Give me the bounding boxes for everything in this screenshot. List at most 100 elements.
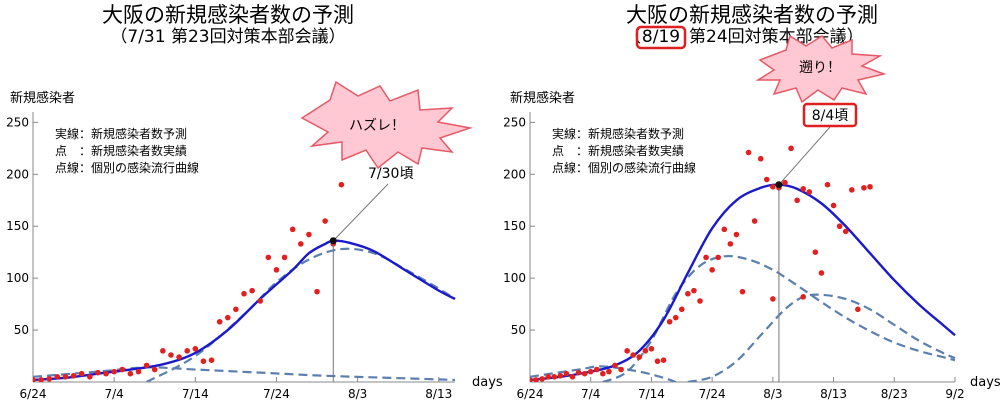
prediction-curve (530, 183, 956, 382)
y-tick-label: 150 (503, 219, 526, 233)
data-point (62, 374, 69, 380)
y-tick-label: 200 (6, 167, 29, 181)
data-point (691, 287, 697, 294)
data-point (306, 231, 312, 238)
data-point (660, 357, 667, 363)
x-tick-label: 8/23 (881, 387, 908, 401)
data-point (46, 376, 53, 382)
data-point (636, 354, 643, 360)
data-point (642, 348, 649, 354)
callout-left: ハズレ！ (300, 80, 473, 170)
data-point (273, 267, 280, 273)
data-point (739, 288, 746, 295)
legend-dashed: 点線：個別の感染流行曲線 (552, 160, 696, 175)
data-point (78, 370, 85, 377)
x-tick-label: 7/14 (638, 387, 665, 401)
chart-left-legend: 実線：新規感染者数予測 点 ：新規感染者数実績 点線：個別の感染流行曲線 (55, 126, 199, 175)
data-point (867, 183, 873, 190)
x-tick-label: 7/24 (263, 387, 290, 401)
y-tick-label: 200 (503, 167, 526, 181)
data-point (709, 267, 715, 273)
dashed-curve-2 (602, 254, 956, 382)
data-point (812, 249, 819, 255)
callout-right-text: 遡り！ (799, 60, 841, 76)
data-point (176, 354, 182, 360)
data-point (666, 318, 673, 325)
data-point (314, 288, 320, 295)
data-point (697, 298, 703, 304)
data-point (168, 352, 174, 358)
data-point (575, 369, 582, 376)
x-tick-label: 8/3 (763, 387, 782, 401)
data-point (530, 377, 533, 382)
data-point (587, 368, 594, 375)
data-point (184, 348, 190, 354)
data-point (200, 358, 207, 365)
legend-solid: 実線：新規感染者数予測 (55, 126, 187, 141)
chart-right-ylabel: 新規感染者 (510, 90, 575, 106)
chart-right-legend: 実線：新規感染者数予測 点 ：新規感染者数実績 点線：個別の感染流行曲線 (552, 126, 696, 175)
data-point (143, 362, 150, 369)
data-point (648, 345, 655, 352)
data-point (545, 374, 552, 380)
data-point (848, 187, 855, 193)
x-tick-label: 7/4 (581, 387, 600, 401)
data-point (533, 377, 539, 382)
data-point (794, 197, 800, 204)
chart-left-subtitle: （7/31 第23回対策本部会議） (110, 27, 345, 47)
chart-left-title: 大阪の新規感染者数の予測 (102, 3, 354, 27)
data-point (233, 306, 239, 313)
data-point (788, 145, 794, 152)
data-point (763, 176, 770, 183)
peak-leader-line (778, 126, 831, 186)
data-point (678, 306, 685, 313)
chart-right-subtitle-date: 8/19 (642, 27, 680, 47)
data-point (33, 377, 36, 382)
data-point (160, 348, 166, 354)
data-point (593, 366, 600, 373)
data-point (685, 290, 691, 297)
data-point (612, 362, 618, 369)
legend-solid: 実線：新規感染者数予測 (552, 126, 684, 141)
data-point (569, 374, 576, 380)
data-point (782, 179, 788, 186)
data-point (38, 377, 44, 382)
data-point (842, 228, 849, 235)
dashed-curve-3 (687, 293, 956, 382)
chart-right-xlabel: days (970, 375, 1000, 390)
chart-left: 大阪の新規感染者数の予測 （7/31 第23回対策本部会議） 新規感染者 day… (6, 3, 503, 401)
data-point (800, 294, 807, 300)
callout-right: 遡り！ (755, 34, 887, 104)
data-point (654, 358, 661, 365)
data-point (289, 226, 296, 233)
data-point (298, 241, 304, 247)
y-tick-label: 250 (6, 115, 29, 129)
data-point (606, 368, 612, 375)
subtitle-date-box (635, 25, 687, 50)
data-point (855, 306, 861, 313)
x-tick-label: 8/13 (820, 387, 847, 401)
data-point (249, 287, 255, 294)
data-point (265, 254, 272, 261)
data-point (770, 296, 776, 302)
data-point (322, 218, 328, 224)
data-point (630, 352, 637, 358)
chart-left-ylabel: 新規感染者 (10, 90, 75, 106)
data-point (824, 181, 831, 188)
data-point (721, 226, 728, 233)
x-tick-label: 7/24 (699, 387, 726, 401)
data-point (733, 231, 740, 238)
x-tick-label: 9/2 (945, 387, 964, 401)
data-point (557, 372, 564, 379)
starburst-shape (755, 34, 887, 104)
data-point (135, 368, 142, 375)
data-point (757, 155, 764, 162)
chart-right-title: 大阪の新規感染者数の予測 (626, 3, 878, 27)
data-point (618, 366, 624, 373)
data-point (103, 370, 109, 377)
data-point (818, 270, 825, 276)
dashed-curve-1 (33, 366, 456, 382)
data-point (600, 370, 606, 377)
data-point (563, 370, 570, 377)
data-point (127, 370, 134, 377)
